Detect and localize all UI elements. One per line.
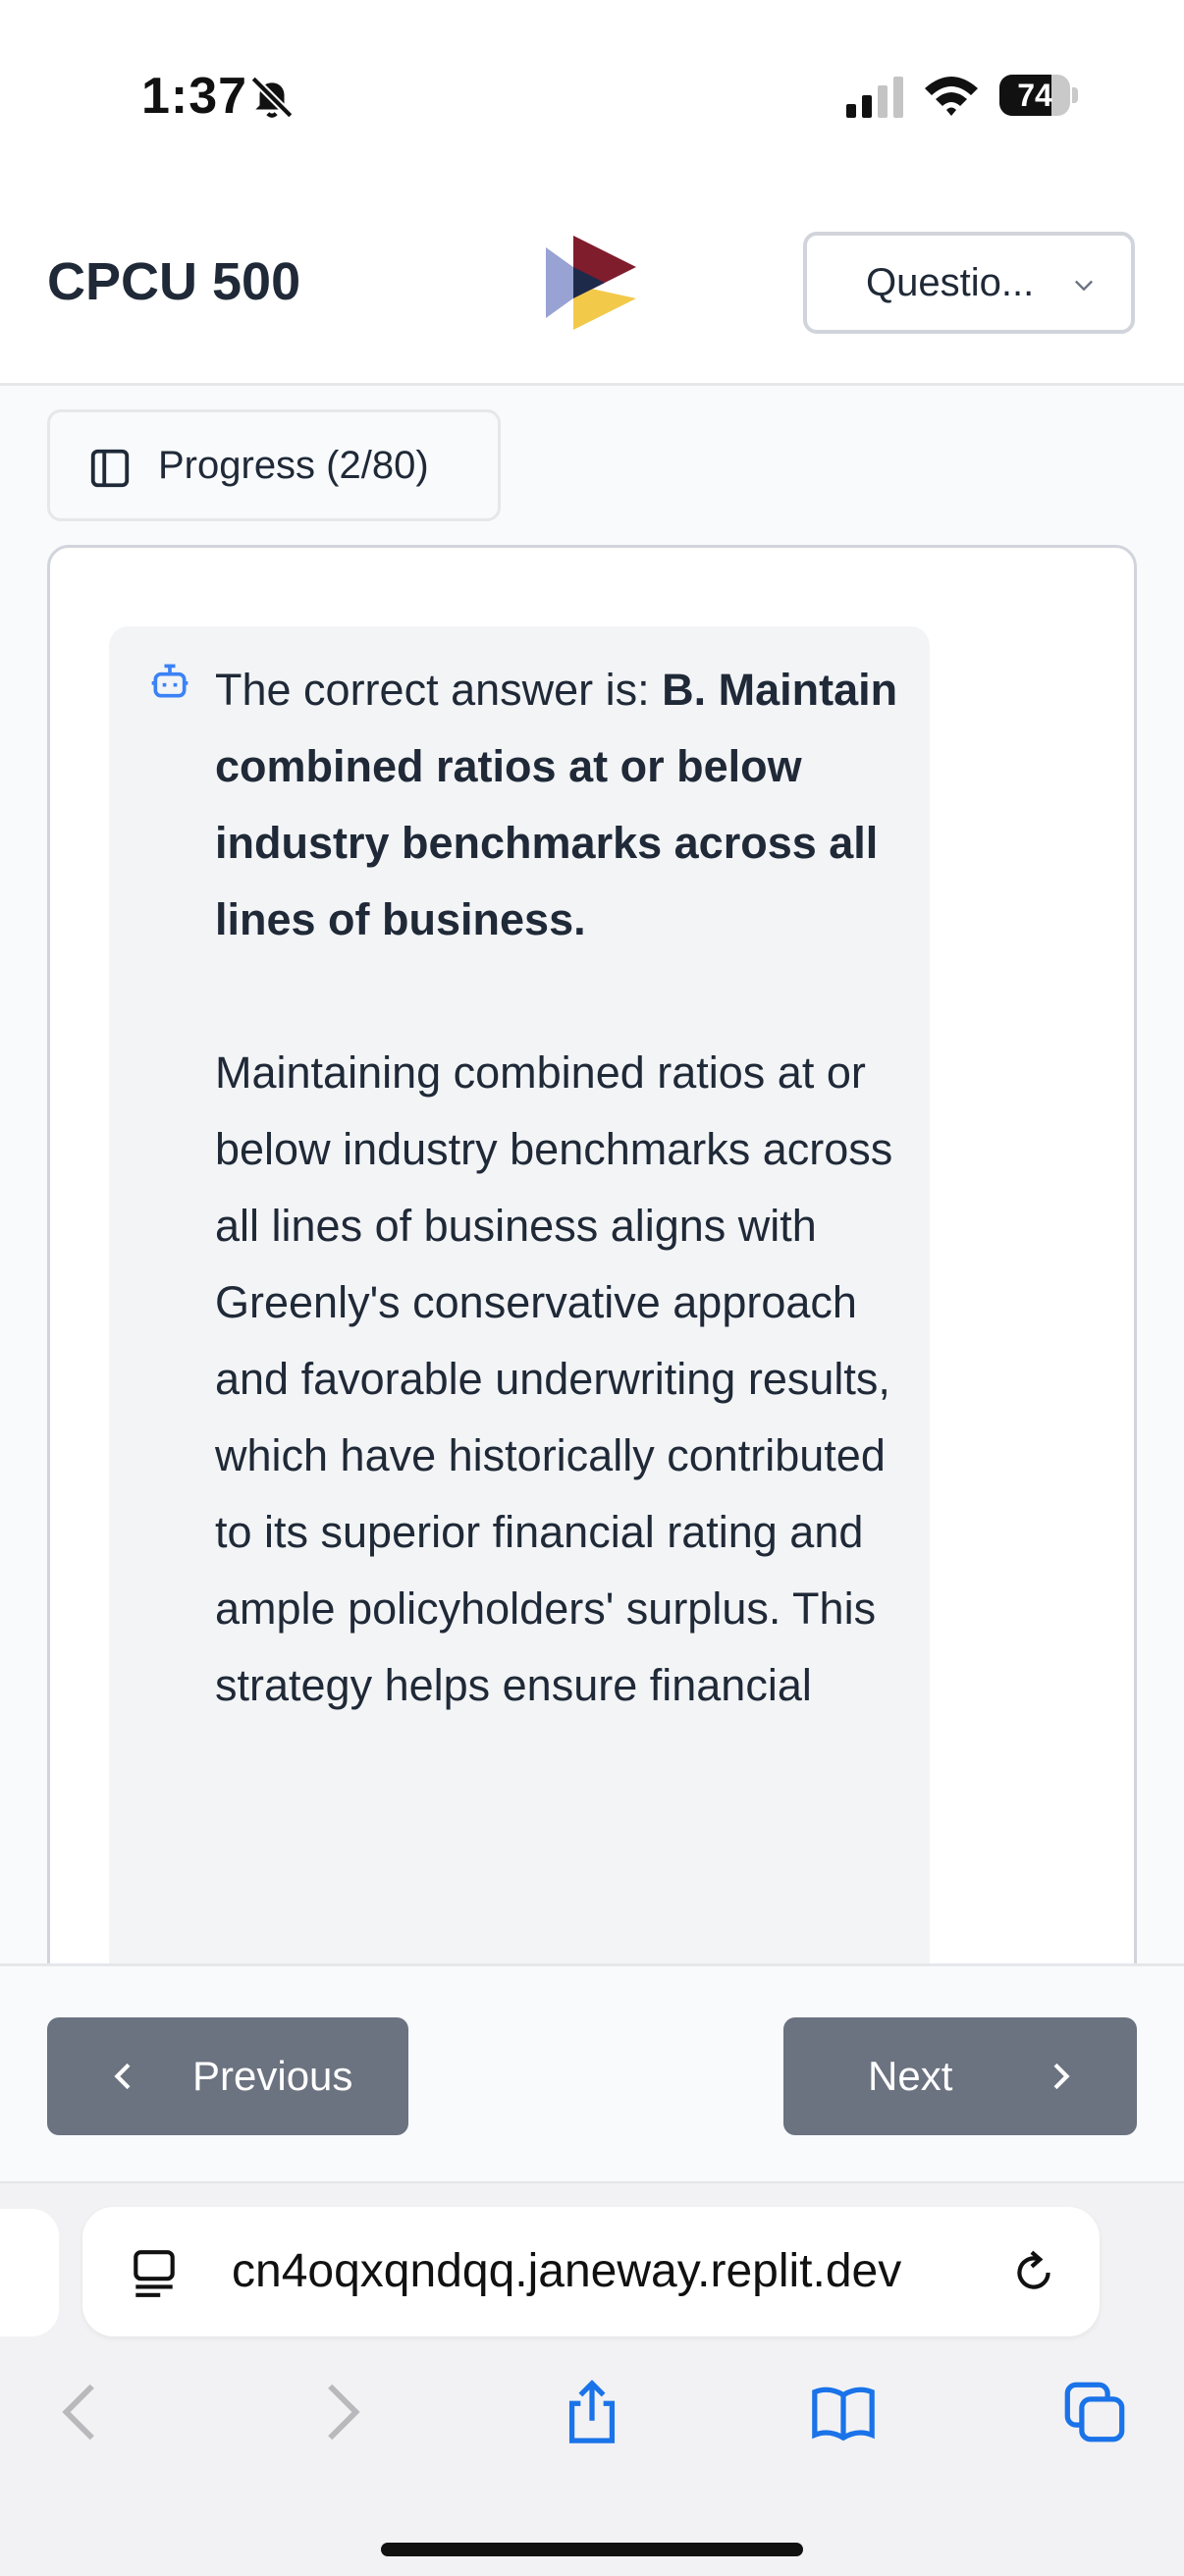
- question-select[interactable]: Questio...: [803, 232, 1135, 334]
- answer-explanation: Maintaining combined ratios at or below …: [215, 1047, 893, 1710]
- status-bar: 1:37 74: [0, 0, 1184, 196]
- progress-toggle-button[interactable]: Progress (2/80): [47, 409, 501, 521]
- chevron-left-icon: [114, 2063, 131, 2090]
- answer-intro: The correct answer is:: [215, 665, 663, 715]
- home-indicator[interactable]: [381, 2543, 803, 2556]
- app-header: CPCU 500 Questio...: [0, 196, 1184, 386]
- app-logo: [546, 236, 636, 330]
- browser-toolbar: cn4oqxqndqq.janeway.replit.dev: [0, 2181, 1184, 2576]
- battery-level: 74: [1017, 78, 1052, 113]
- bot-icon: [151, 664, 188, 698]
- previous-label: Previous: [192, 2053, 353, 2099]
- signal-icon: [846, 77, 903, 118]
- bell-slash-icon: [250, 76, 294, 119]
- forward-icon[interactable]: [304, 2378, 373, 2446]
- previous-button[interactable]: Previous: [47, 2017, 408, 2135]
- bookmarks-icon[interactable]: [809, 2378, 878, 2446]
- clock: 1:37: [141, 68, 248, 125]
- page-title: CPCU 500: [47, 252, 301, 311]
- share-icon[interactable]: [558, 2378, 626, 2446]
- address-bar[interactable]: cn4oqxqndqq.janeway.replit.dev: [82, 2207, 1100, 2336]
- question-card: The correct answer is: B. Maintain combi…: [47, 545, 1137, 1963]
- url-text: cn4oqxqndqq.janeway.replit.dev: [232, 2245, 902, 2297]
- answer-text: The correct answer is: B. Maintain combi…: [215, 652, 902, 1724]
- back-icon[interactable]: [49, 2378, 118, 2446]
- previous-tab-peek[interactable]: [0, 2209, 59, 2336]
- correct-answer: B. Maintain combined ratios at or below …: [215, 665, 898, 944]
- tabs-icon[interactable]: [1060, 2378, 1129, 2446]
- next-button[interactable]: Next: [783, 2017, 1137, 2135]
- progress-label: Progress (2/80): [158, 444, 429, 487]
- next-label: Next: [868, 2053, 953, 2099]
- chevron-right-icon: [1053, 2063, 1070, 2090]
- answer-message: The correct answer is: B. Maintain combi…: [109, 626, 930, 1963]
- battery-icon: 74: [999, 75, 1078, 116]
- reload-icon[interactable]: [1009, 2248, 1058, 2297]
- reader-icon[interactable]: [130, 2248, 179, 2301]
- panel-icon: [90, 449, 130, 488]
- main-content: Progress (2/80) The correct answer is: B…: [0, 386, 1184, 1963]
- chevron-down-icon: [1075, 280, 1093, 292]
- wifi-icon: [925, 77, 978, 116]
- question-select-label: Questio...: [866, 261, 1035, 304]
- question-navigation: Previous Next: [0, 1963, 1184, 2184]
